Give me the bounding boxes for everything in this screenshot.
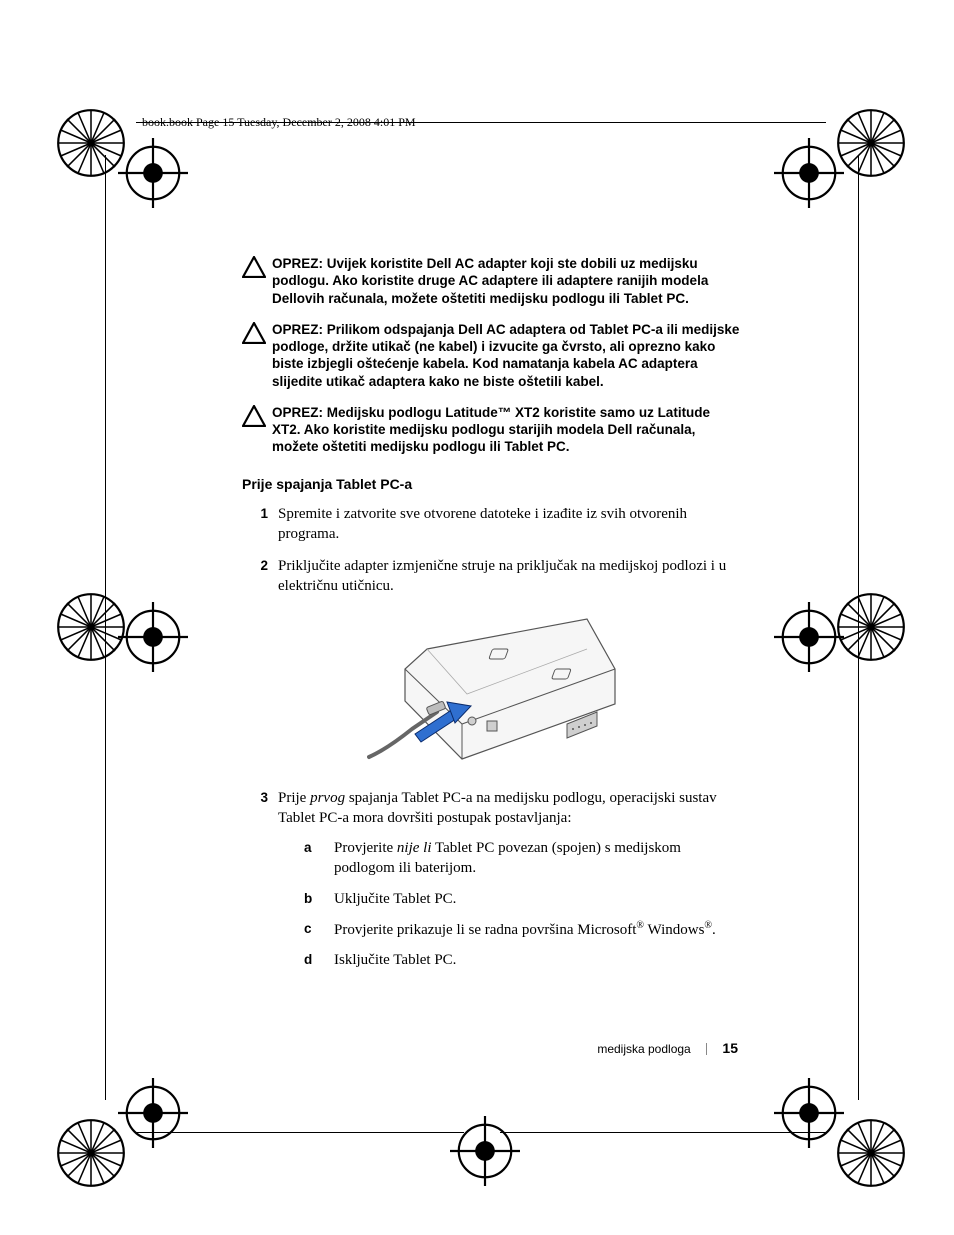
substep-letter: a <box>278 839 326 857</box>
page-footer: medijska podloga 15 <box>548 1040 738 1056</box>
substep-text: Isključite Tablet PC. <box>334 950 742 970</box>
page-content: OPREZ: Uvijek koristite Dell AC adapter … <box>242 255 742 992</box>
step-number: 2 <box>242 557 268 575</box>
step-number: 3 <box>242 789 268 807</box>
substep-letter: c <box>278 920 326 938</box>
caution-text: OPREZ: Medijsku podlogu Latitude™ XT2 ko… <box>272 404 742 456</box>
section-heading: Prije spajanja Tablet PC-a <box>242 476 742 492</box>
caution-block: OPREZ: Prilikom odspajanja Dell AC adapt… <box>242 321 742 390</box>
list-item: 1 Spremite i zatvorite sve otvorene dato… <box>242 504 742 545</box>
reg-mark-icon <box>774 602 844 672</box>
caution-triangle-icon <box>242 322 266 344</box>
registered-icon: ® <box>704 920 712 931</box>
caution-body: Uvijek koristite Dell AC adapter koji st… <box>272 256 708 306</box>
footer-section: medijska podloga <box>597 1042 690 1056</box>
reg-mark-icon <box>56 1118 126 1188</box>
reg-mark-icon <box>118 138 188 208</box>
page-header-text: book.book Page 15 Tuesday, December 2, 2… <box>142 115 416 130</box>
sub-list: a Provjerite nije li Tablet PC povezan (… <box>278 838 742 970</box>
footer-page-number: 15 <box>722 1040 738 1056</box>
caution-text: OPREZ: Uvijek koristite Dell AC adapter … <box>272 255 742 307</box>
step-text: Priključite adapter izmjenične struje na… <box>278 556 742 597</box>
caution-text: OPREZ: Prilikom odspajanja Dell AC adapt… <box>272 321 742 390</box>
media-base-diagram <box>367 609 617 774</box>
caution-block: OPREZ: Uvijek koristite Dell AC adapter … <box>242 255 742 307</box>
substep-letter: d <box>278 951 326 969</box>
reg-mark-icon <box>774 138 844 208</box>
sub-list-item: d Isključite Tablet PC. <box>278 950 742 970</box>
reg-mark-icon <box>836 1118 906 1188</box>
sub-list-item: b Uključite Tablet PC. <box>278 889 742 909</box>
list-item: 3 Prije prvog spajanja Tablet PC-a na me… <box>242 788 742 981</box>
substep-text: Uključite Tablet PC. <box>334 889 742 909</box>
caution-label: OPREZ: <box>272 405 323 420</box>
step-text: Spremite i zatvorite sve otvorene datote… <box>278 504 742 545</box>
footer-divider-icon <box>706 1043 707 1055</box>
sub-list-item: c Provjerite prikazuje li se radna površ… <box>278 919 742 940</box>
sub-list-item: a Provjerite nije li Tablet PC povezan (… <box>278 838 742 879</box>
substep-letter: b <box>278 890 326 908</box>
caution-label: OPREZ: <box>272 322 323 337</box>
reg-mark-icon <box>56 108 126 178</box>
caution-body: Prilikom odspajanja Dell AC adaptera od … <box>272 322 739 389</box>
reg-mark-icon <box>56 592 126 662</box>
reg-mark-icon <box>118 1078 188 1148</box>
caution-body: Medijsku podlogu Latitude™ XT2 koristite… <box>272 405 710 455</box>
numbered-list: 1 Spremite i zatvorite sve otvorene dato… <box>242 504 742 597</box>
step-text: Prije prvog spajanja Tablet PC-a na medi… <box>278 788 742 981</box>
substep-text: Provjerite prikazuje li se radna površin… <box>334 919 742 940</box>
caution-label: OPREZ: <box>272 256 323 271</box>
reg-mark-icon <box>118 602 188 672</box>
caution-triangle-icon <box>242 405 266 427</box>
caution-triangle-icon <box>242 256 266 278</box>
substep-text: Provjerite nije li Tablet PC povezan (sp… <box>334 838 742 879</box>
caution-block: OPREZ: Medijsku podlogu Latitude™ XT2 ko… <box>242 404 742 456</box>
step-number: 1 <box>242 505 268 523</box>
numbered-list-cont: 3 Prije prvog spajanja Tablet PC-a na me… <box>242 788 742 981</box>
registered-icon: ® <box>636 920 644 931</box>
reg-mark-icon <box>836 592 906 662</box>
reg-mark-icon <box>774 1078 844 1148</box>
reg-mark-icon <box>450 1116 520 1186</box>
reg-mark-icon <box>836 108 906 178</box>
list-item: 2 Priključite adapter izmjenične struje … <box>242 556 742 597</box>
